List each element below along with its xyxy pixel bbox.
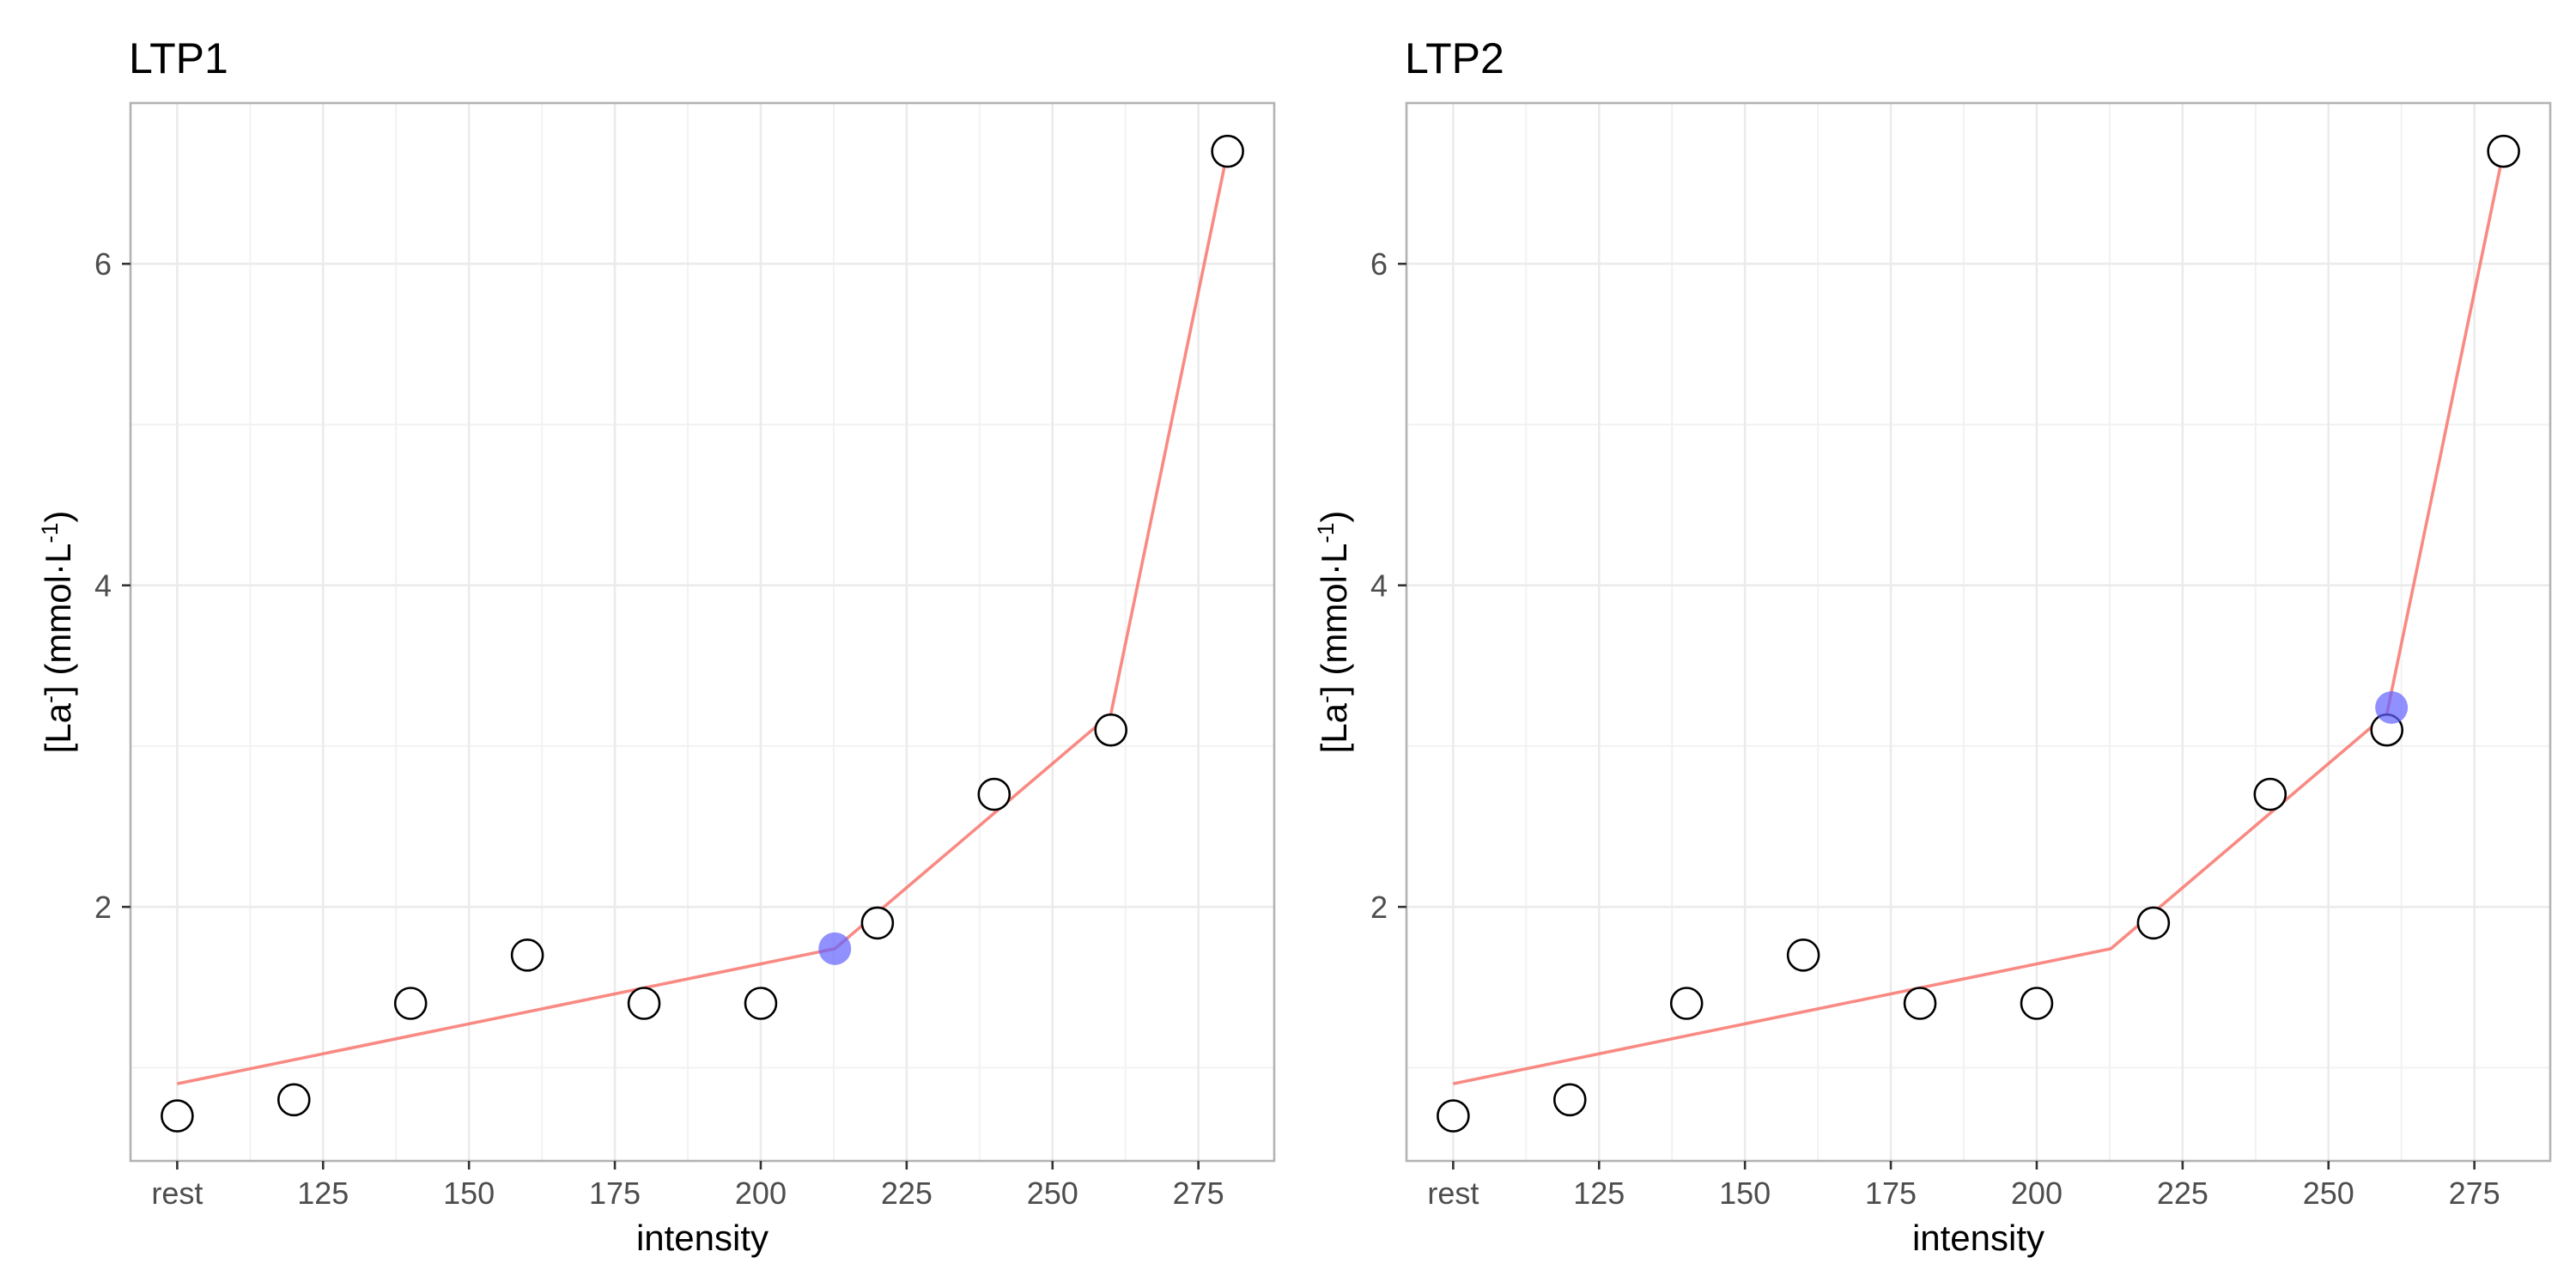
- x-tick-label: 175: [1865, 1176, 1917, 1211]
- y-axis-title-superscript: -: [37, 696, 63, 703]
- x-tick-label: 200: [2011, 1176, 2063, 1211]
- y-tick-label: 2: [1370, 890, 1388, 925]
- data-point: [860, 906, 895, 940]
- y-axis-title: [La-] (mmol·L-1): [1313, 511, 1354, 754]
- data-point: [393, 987, 428, 1020]
- data-point: [977, 777, 1012, 811]
- y-tick-label: 6: [94, 246, 112, 282]
- y-axis-title-superscript: -: [1313, 696, 1339, 703]
- data-point: [510, 939, 544, 972]
- threshold-point: [2375, 691, 2409, 724]
- y-axis-title-text: [La: [1314, 702, 1354, 753]
- data-point: [2487, 134, 2520, 168]
- y-axis-title-superscript: -1: [37, 523, 63, 544]
- chart-title: LTP2: [1405, 34, 1504, 82]
- grid: [131, 103, 1274, 1161]
- y-axis-title-text: ] (mmol·L: [1314, 544, 1354, 696]
- data-point: [1211, 134, 1244, 168]
- x-tick-label: 125: [1573, 1176, 1625, 1211]
- x-tick-label: rest: [1427, 1176, 1479, 1211]
- panel-border: [1405, 101, 2552, 1163]
- y-tick-label: 4: [1370, 568, 1388, 604]
- data-point: [2136, 906, 2171, 940]
- y-tick-label: 4: [94, 568, 112, 604]
- y-axis-title-text: ): [38, 511, 78, 523]
- x-tick-label: 150: [1719, 1176, 1771, 1211]
- x-tick-label: 200: [735, 1176, 787, 1211]
- x-tick-label: 250: [2303, 1176, 2354, 1211]
- y-axis-title-superscript: -1: [1313, 523, 1339, 544]
- x-tick-label: 175: [589, 1176, 641, 1211]
- x-axis-title: intensity: [1912, 1218, 2044, 1258]
- fit-line: [177, 150, 1230, 1085]
- chart-title: LTP1: [129, 34, 228, 82]
- data-point: [276, 1083, 311, 1117]
- data-point: [2020, 987, 2054, 1020]
- y-axis-title-text: ] (mmol·L: [38, 544, 78, 696]
- data-point: [1094, 713, 1128, 747]
- chart-panel-1: rest 125 150 175 200 225 250 275 2 4 6 LTP1 intensit…: [37, 34, 1276, 1258]
- panel-border: [129, 101, 1276, 1163]
- y-axis-title: [La-] (mmol·L-1): [37, 511, 78, 754]
- x-axis-title: intensity: [636, 1218, 769, 1258]
- data-point: [744, 987, 778, 1020]
- x-tick-label: rest: [151, 1176, 203, 1211]
- data-point: [1437, 1099, 1470, 1133]
- data-point: [1669, 987, 1704, 1020]
- y-axis-title-text: [La: [38, 702, 78, 753]
- data-point: [1552, 1083, 1587, 1117]
- threshold-point: [818, 932, 852, 965]
- y-tick-label: 6: [1370, 246, 1388, 282]
- chart-panel-2: rest 125 150 175 200 225 250 275 2 4 6 LTP2 intensit…: [1313, 34, 2552, 1258]
- y-tick-label: 2: [94, 890, 112, 925]
- x-tick-label: 250: [1027, 1176, 1078, 1211]
- x-tick-label: 275: [2449, 1176, 2500, 1211]
- y-axis-title-text: ): [1314, 511, 1354, 523]
- x-tick-label: 150: [443, 1176, 495, 1211]
- data-point: [627, 987, 661, 1020]
- x-tick-label: 125: [297, 1176, 349, 1211]
- x-tick-label: 225: [2157, 1176, 2208, 1211]
- x-tick-label: 225: [881, 1176, 933, 1211]
- grid: [1406, 103, 2550, 1161]
- data-point: [1903, 987, 1937, 1020]
- data-point: [161, 1099, 194, 1133]
- x-tick-label: 275: [1173, 1176, 1224, 1211]
- data-point: [1786, 939, 1820, 972]
- fit-line: [1453, 150, 2506, 1085]
- data-point: [2253, 777, 2287, 811]
